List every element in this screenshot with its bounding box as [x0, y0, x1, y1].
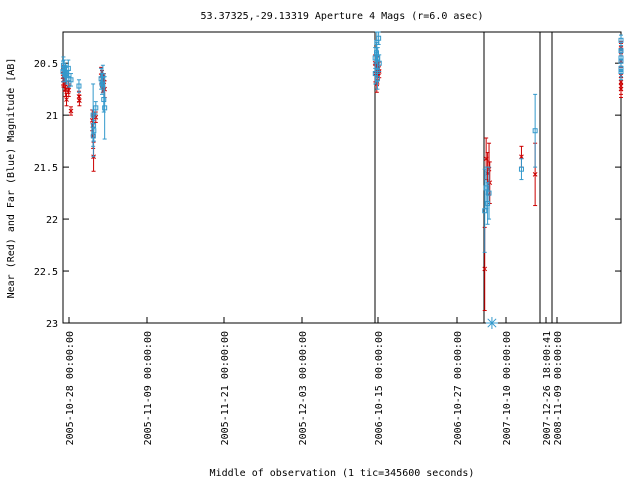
x-tick-label: 2005-12-03 00:00:00 [298, 331, 309, 445]
data-point-far [91, 119, 97, 142]
x-tick-label: 2006-10-27 00:00:00 [453, 331, 464, 445]
data-point-far [486, 166, 492, 220]
data-point-far [532, 93, 538, 168]
plot-frame [62, 31, 622, 324]
y-axis-label: Near (Red) and Far (Blue) Magnitude [AB] [6, 58, 17, 299]
data-point-far [376, 54, 382, 72]
chart-title: 53.37325,-29.13319 Aperture 4 Mags (r=6.… [201, 11, 484, 22]
data-point-far [618, 34, 624, 47]
x-tick-label: 2007-12-26 18:00:41 [542, 331, 553, 445]
y-tick-label: 22.5 [34, 267, 58, 278]
y-tick-label: 20.5 [34, 59, 58, 70]
data-point-near [68, 106, 74, 116]
data-point-far [485, 182, 491, 225]
data-point-near [618, 80, 624, 98]
data-point-far [518, 158, 524, 181]
x-tick-label: 2006-10-15 00:00:00 [374, 331, 385, 445]
markers [485, 317, 498, 329]
data-point-far [376, 31, 382, 45]
x-axis-label: Middle of observation (1 tic=345600 seco… [210, 468, 475, 479]
data-point-far [76, 79, 82, 93]
x-tick-label: 2008-11-09 00:00:00 [553, 331, 564, 445]
y-tick-label: 21.5 [34, 163, 58, 174]
y-tick-label: 21 [46, 111, 58, 122]
series-far [60, 31, 624, 253]
x-tick-label: 2007-10-10 00:00:00 [502, 331, 513, 445]
data-point-far [68, 73, 74, 87]
y-tick-label: 23 [46, 319, 58, 330]
marker-asterisk [485, 317, 498, 329]
data-point-far [618, 52, 624, 70]
x-tick-label: 2005-10-28 00:00:00 [65, 331, 76, 445]
data-point-near [64, 92, 69, 107]
segment-dividers [374, 32, 553, 323]
data-point-near [77, 94, 82, 107]
y-axis: 20.5 21 21.5 22 22.5 23 [34, 59, 621, 330]
data-point-far [102, 76, 108, 140]
data-point-far [100, 64, 106, 87]
x-tick-label: 2005-11-21 00:00:00 [220, 331, 231, 445]
x-axis: 2005-10-28 00:00:00 2005-11-09 00:00:00 20… [65, 317, 564, 445]
y-tick-label: 22 [46, 215, 58, 226]
x-tick-label: 2005-11-09 00:00:00 [143, 331, 154, 445]
data-point-far [93, 101, 99, 115]
series-near [60, 40, 624, 312]
